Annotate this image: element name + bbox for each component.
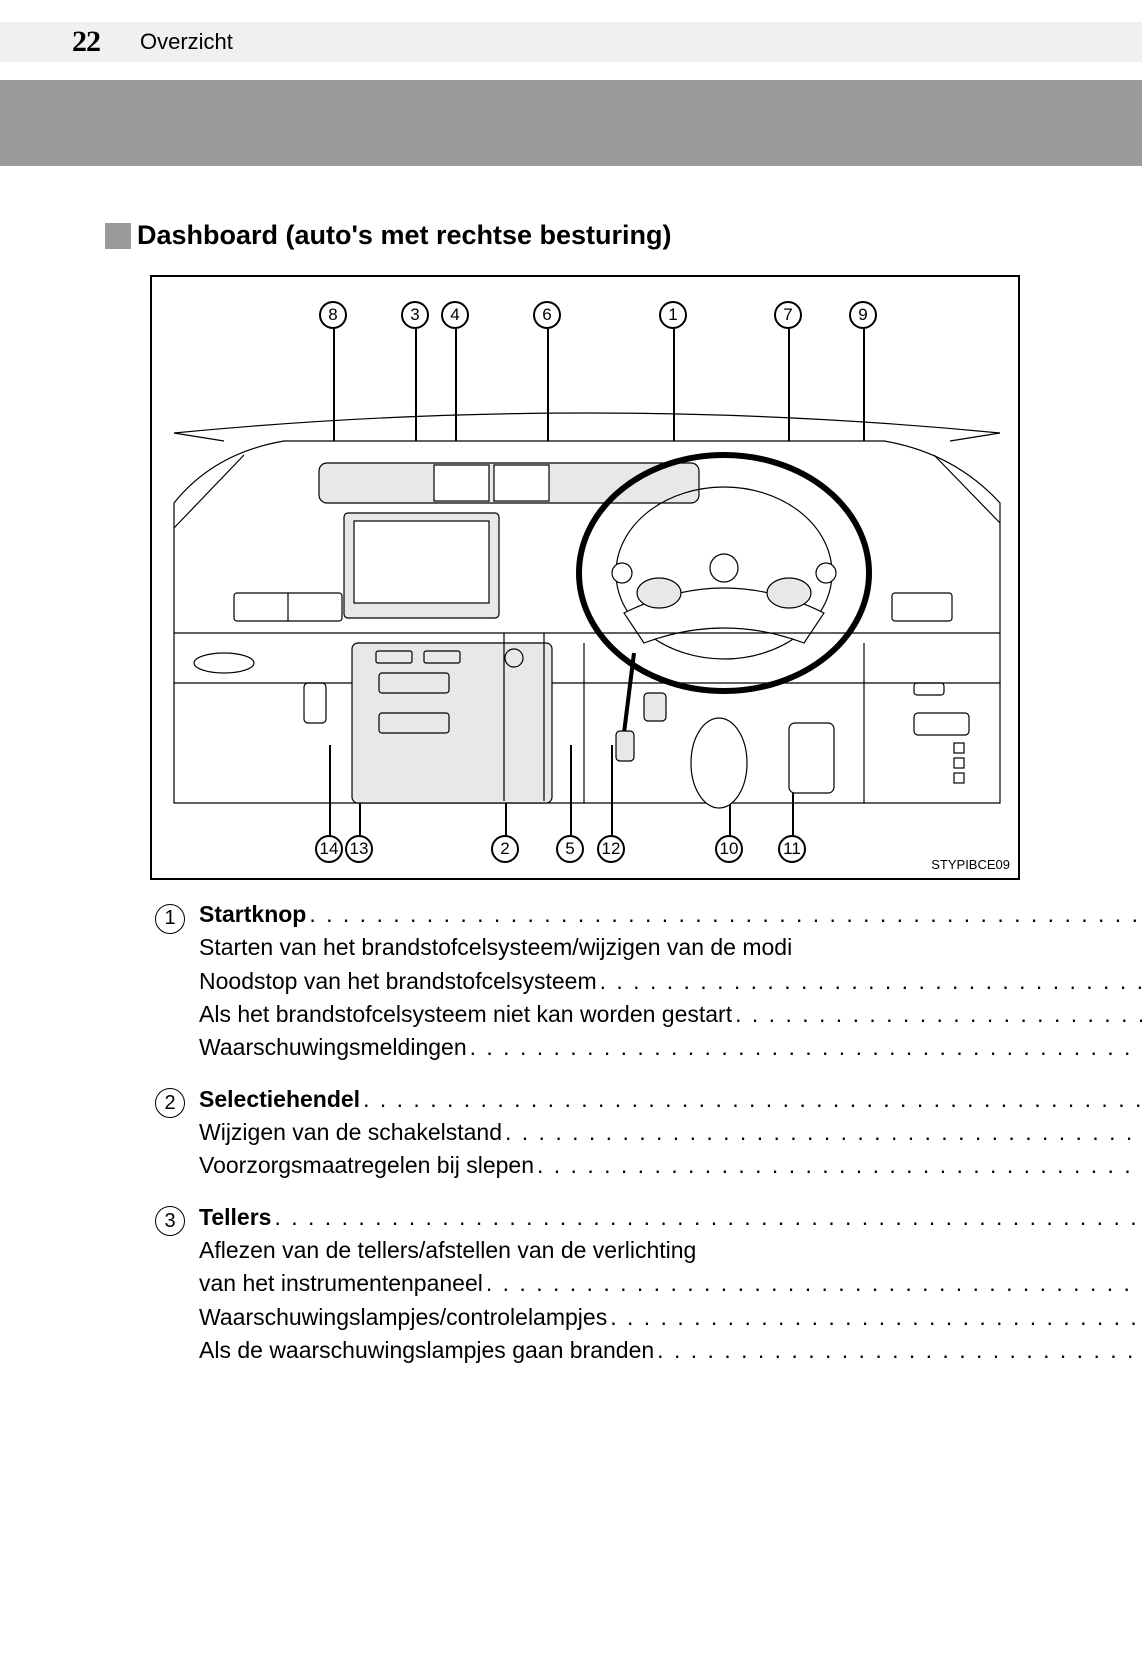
toc-line-title: TellersBlz. 113 <box>199 1201 1142 1234</box>
item-head: 1StartknopBlz. 188Starten van het brands… <box>155 898 1017 1065</box>
leader-dots <box>534 1149 1142 1182</box>
toc-sub-label: Starten van het brandstofcelsysteem/wijz… <box>199 931 792 964</box>
index-item-1: 1StartknopBlz. 188Starten van het brands… <box>155 898 1017 1065</box>
item-head: 3TellersBlz. 113Aflezen van de tellers/a… <box>155 1201 1017 1368</box>
leader-dots <box>360 1083 1142 1116</box>
callout-14: 14 <box>315 835 343 863</box>
callout-7: 7 <box>774 301 802 329</box>
spacer: . <box>792 931 1142 964</box>
toc-line-sub: Voorzorgsmaatregelen bij slepenBlz. 384 <box>199 1149 1142 1182</box>
toc-sub-label: Aflezen van de tellers/afstellen van de … <box>199 1234 696 1267</box>
toc-sub-label: Noodstop van het brandstofcelsysteem <box>199 965 597 998</box>
callout-9: 9 <box>849 301 877 329</box>
callout-4: 4 <box>441 301 469 329</box>
toc-title-label: Startknop <box>199 898 306 931</box>
index-item-2: 2SelectiehendelBlz. 195Wijzigen van de s… <box>155 1083 1017 1183</box>
callout-1: 1 <box>659 301 687 329</box>
page-content: Dashboard (auto's met rechtse besturing)… <box>105 220 1045 1385</box>
toc-sub-label: Waarschuwingslampjes/controlelampjes <box>199 1301 607 1334</box>
toc-line-sub: Wijzigen van de schakelstandBlz. 195 <box>199 1116 1142 1149</box>
toc-sub-label: Wijzigen van de schakelstand <box>199 1116 502 1149</box>
dashboard-illustration <box>164 383 1010 823</box>
item-head: 2SelectiehendelBlz. 195Wijzigen van de s… <box>155 1083 1017 1183</box>
callout-13: 13 <box>345 835 373 863</box>
item-lines: SelectiehendelBlz. 195Wijzigen van de sc… <box>199 1083 1142 1183</box>
toc-line-title: SelectiehendelBlz. 195 <box>199 1083 1142 1116</box>
item-number-icon: 2 <box>155 1088 185 1118</box>
toc-line-sub: Aflezen van de tellers/afstellen van de … <box>199 1234 1142 1267</box>
item-lines: TellersBlz. 113Aflezen van de tellers/af… <box>199 1201 1142 1368</box>
callout-10: 10 <box>715 835 743 863</box>
leader-dots <box>467 1031 1142 1064</box>
index-items: 1StartknopBlz. 188Starten van het brands… <box>155 898 1017 1367</box>
item-number-icon: 1 <box>155 904 185 934</box>
chapter-title: Overzicht <box>140 29 233 55</box>
toc-sub-label: Voorzorgsmaatregelen bij slepen <box>199 1149 534 1182</box>
dashboard-diagram: 8 34 6 1 7 9 1413 2 5 12 10 11 <box>150 275 1020 880</box>
diagram-code: STYPIBCE09 <box>931 857 1010 872</box>
callout-5: 5 <box>556 835 584 863</box>
callout-2: 2 <box>491 835 519 863</box>
leader-dots <box>502 1116 1142 1149</box>
page-header: 22 Overzicht <box>0 22 1142 62</box>
leader-dots <box>607 1301 1142 1334</box>
section-heading: Dashboard (auto's met rechtse besturing) <box>105 220 1045 251</box>
toc-line-sub: van het instrumentenpaneelBlz. 113 <box>199 1267 1142 1300</box>
toc-line-sub: Waarschuwingslampjes/controlelampjesBlz.… <box>199 1301 1142 1334</box>
leader-dots <box>597 965 1142 998</box>
callout-3: 3 <box>401 301 429 329</box>
callout-8: 8 <box>319 301 347 329</box>
toc-line-sub: WaarschuwingsmeldingenBlz. 397 <box>199 1031 1142 1064</box>
leader-dots <box>654 1334 1142 1367</box>
toc-sub-label: van het instrumentenpaneel <box>199 1267 483 1300</box>
toc-title-label: Tellers <box>199 1201 271 1234</box>
item-lines: StartknopBlz. 188Starten van het brandst… <box>199 898 1142 1065</box>
leader-dots <box>271 1201 1142 1234</box>
section-title-text: Dashboard (auto's met rechtse besturing) <box>137 220 672 251</box>
callout-11: 11 <box>778 835 806 863</box>
index-item-3: 3TellersBlz. 113Aflezen van de tellers/a… <box>155 1201 1017 1368</box>
leader-dots <box>306 898 1142 931</box>
page-number: 22 <box>72 25 100 59</box>
toc-sub-label: Als het brandstofcelsysteem niet kan wor… <box>199 998 732 1031</box>
toc-line-sub: Als het brandstofcelsysteem niet kan wor… <box>199 998 1142 1031</box>
leader-dots <box>732 998 1142 1031</box>
callout-6: 6 <box>533 301 561 329</box>
toc-line-sub: Noodstop van het brandstofcelsysteemBlz.… <box>199 965 1142 998</box>
item-number-icon: 3 <box>155 1206 185 1236</box>
toc-line-sub: Als de waarschuwingslampjes gaan branden… <box>199 1334 1142 1367</box>
toc-title-label: Selectiehendel <box>199 1083 360 1116</box>
toc-sub-label: Als de waarschuwingslampjes gaan branden <box>199 1334 654 1367</box>
leader-dots <box>483 1267 1142 1300</box>
header-gray-band <box>0 80 1142 166</box>
toc-sub-label: Waarschuwingsmeldingen <box>199 1031 467 1064</box>
toc-line-title: StartknopBlz. 188 <box>199 898 1142 931</box>
callout-12: 12 <box>597 835 625 863</box>
toc-line-sub: Starten van het brandstofcelsysteem/wijz… <box>199 931 1142 964</box>
section-bullet-icon <box>105 223 131 249</box>
